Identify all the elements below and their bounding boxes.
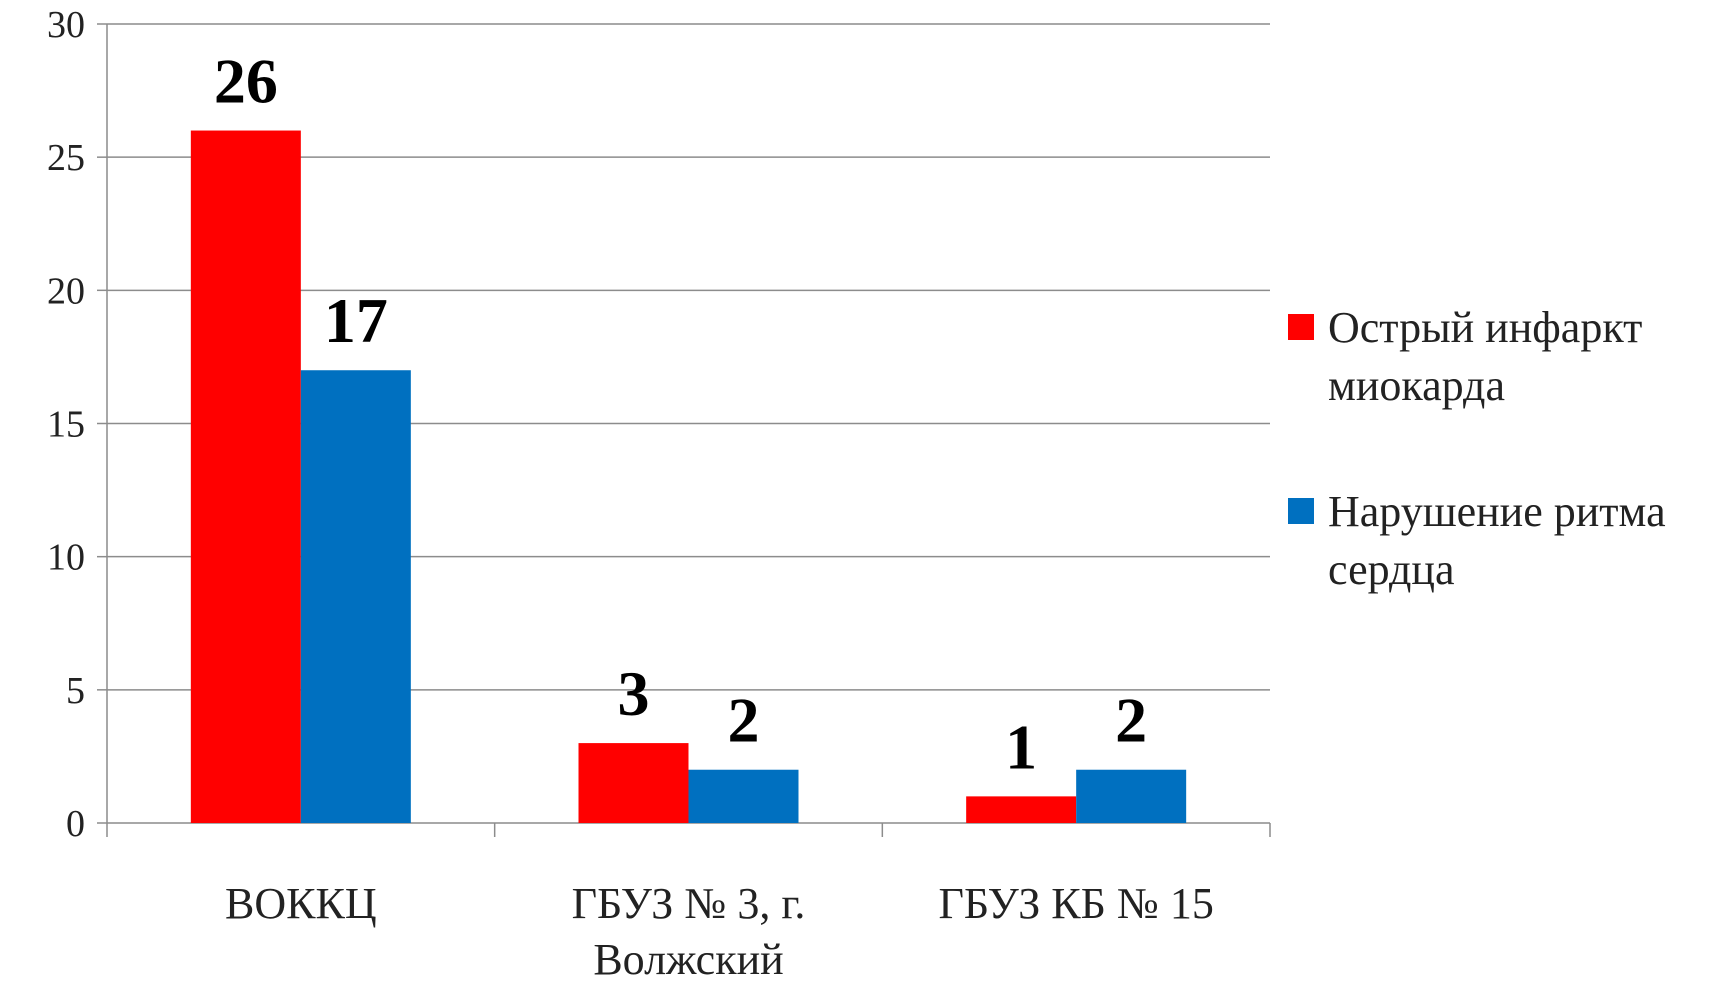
- data-labels: 26 17 3 2 1 2: [214, 46, 1147, 783]
- y-tick-label: 30: [47, 4, 85, 46]
- legend: Острый инфаркт миокарда Нарушение ритма сер…: [1288, 303, 1666, 594]
- category-label: ГБУЗ № 3, г.: [572, 879, 806, 928]
- data-label: 2: [1115, 685, 1147, 756]
- category-labels: ВОККЦ ГБУЗ № 3, г. Волжский ГБУЗ КБ № 15: [225, 879, 1214, 981]
- y-tick-label: 20: [47, 270, 85, 312]
- y-tick-label: 0: [66, 803, 85, 845]
- bar: [966, 796, 1077, 823]
- data-label: 26: [214, 46, 278, 117]
- legend-swatch: [1288, 498, 1314, 524]
- bar: [190, 130, 301, 824]
- legend-label: Нарушение ритма: [1328, 487, 1666, 536]
- data-label: 3: [618, 658, 650, 729]
- y-tick-labels: 0 5 10 15 20 25 30: [47, 4, 85, 845]
- bar: [300, 370, 411, 823]
- category-label: ВОККЦ: [225, 879, 377, 928]
- y-tick-label: 15: [47, 404, 85, 446]
- category-label: ГБУЗ КБ № 15: [938, 879, 1213, 928]
- bars: [190, 130, 1187, 824]
- legend-label: Острый инфаркт: [1328, 303, 1642, 352]
- category-label: Волжский: [593, 935, 783, 976]
- y-tick-label: 25: [47, 137, 85, 179]
- bar: [688, 769, 799, 823]
- legend-label: сердца: [1328, 545, 1454, 594]
- y-tick-label: 10: [47, 537, 85, 579]
- data-label: 1: [1005, 711, 1037, 782]
- data-label: 2: [728, 685, 760, 756]
- legend-swatch: [1288, 314, 1314, 340]
- bar: [578, 743, 689, 823]
- data-label: 17: [324, 285, 388, 356]
- bar: [1076, 769, 1187, 823]
- y-tick-label: 5: [66, 670, 85, 712]
- legend-label: миокарда: [1328, 361, 1505, 410]
